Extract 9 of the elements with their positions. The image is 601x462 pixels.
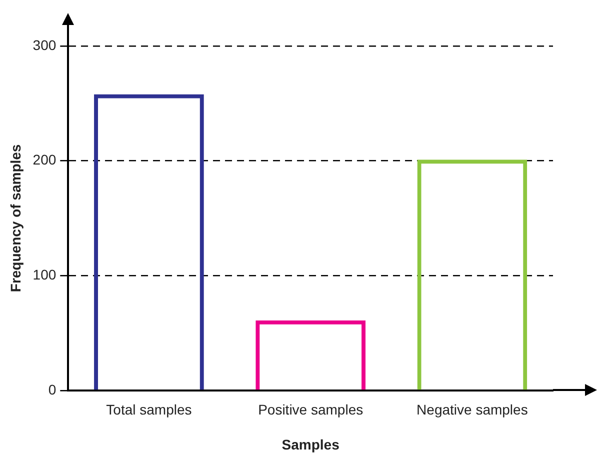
x-axis-title: Samples <box>282 436 340 452</box>
x-tick-label: Positive samples <box>258 402 364 418</box>
y-tick-label: 100 <box>32 266 56 282</box>
y-axis-title: Frequency of samples <box>7 144 24 292</box>
x-tick-label: Total samples <box>106 402 192 418</box>
y-tick-label: 300 <box>32 36 56 53</box>
y-tick-label: 0 <box>48 381 56 398</box>
y-tick-label: 200 <box>32 152 56 168</box>
x-tick-label: Negative samples <box>416 402 528 418</box>
